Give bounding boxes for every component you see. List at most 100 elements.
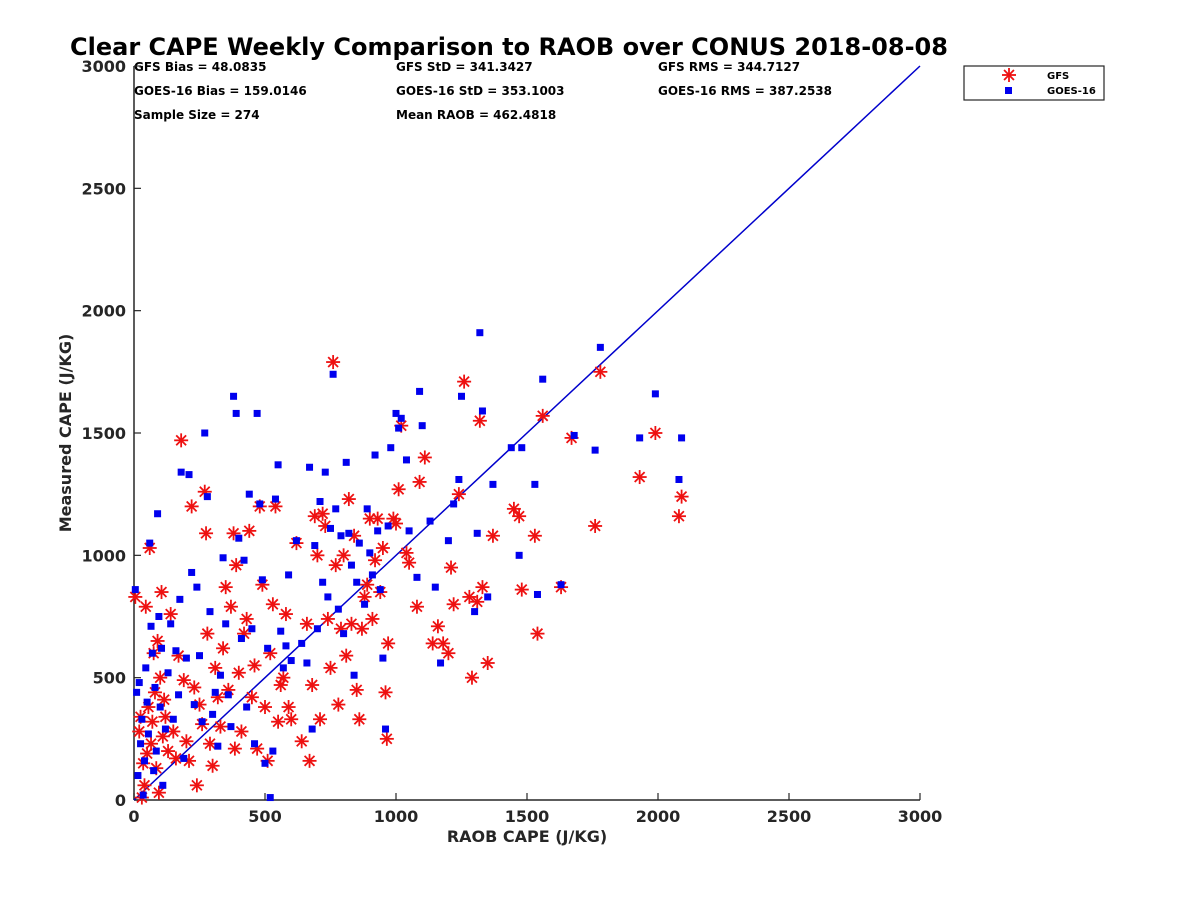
goes16-point	[340, 630, 348, 638]
x-tick-label: 1500	[505, 807, 550, 826]
stat-r2-c0: Sample Size = 274	[134, 108, 260, 122]
goes16-point	[156, 703, 164, 711]
goes16-point	[591, 446, 599, 454]
goes16-point	[313, 625, 321, 633]
gfs-point	[137, 778, 152, 793]
goes16-point	[209, 710, 217, 718]
goes16-point	[489, 480, 497, 488]
goes16-point	[175, 691, 183, 699]
goes16-point	[230, 392, 238, 400]
gfs-point	[514, 582, 529, 597]
y-axis-label: Measured CAPE (J/KG)	[56, 334, 75, 533]
goes16-point	[292, 537, 300, 545]
gfs-point	[218, 580, 233, 595]
gfs-point	[344, 616, 359, 631]
gfs-point	[157, 692, 172, 707]
gfs-point	[485, 528, 500, 543]
gfs-point	[128, 589, 143, 604]
gfs-point	[409, 599, 424, 614]
goes16-point	[379, 654, 387, 662]
goes16-point	[458, 392, 465, 400]
goes16-point	[376, 586, 384, 594]
goes16-point	[177, 468, 185, 476]
goes16-point	[266, 794, 274, 802]
goes16-point	[161, 725, 169, 733]
goes16-point	[531, 480, 539, 488]
goes16-point	[450, 500, 458, 508]
gfs-point	[187, 680, 202, 695]
gfs-point	[176, 673, 191, 688]
goes16-point	[382, 725, 390, 733]
gfs-point	[132, 724, 147, 739]
goes16-point	[198, 718, 206, 726]
goes16-point	[143, 698, 151, 706]
y-tick-label: 1000	[81, 546, 126, 565]
goes16-point	[636, 434, 644, 442]
goes16-point	[203, 493, 211, 501]
goes16-point	[285, 571, 293, 579]
goes16-point	[219, 554, 227, 562]
y-tick-label: 500	[93, 669, 126, 688]
gfs-point	[271, 714, 286, 729]
goes16-point	[416, 387, 424, 395]
gfs-point	[155, 729, 170, 744]
stat-r0-c2: GFS RMS = 344.7127	[658, 60, 800, 74]
goes16-point	[211, 688, 219, 696]
goes16-point	[471, 608, 479, 616]
gfs-point	[472, 413, 487, 428]
goes16-point	[651, 390, 659, 398]
goes16-point	[329, 370, 337, 378]
gfs-point	[370, 511, 385, 526]
goes16-point	[172, 647, 180, 655]
gfs-point	[441, 646, 456, 661]
x-tick-label: 3000	[898, 807, 943, 826]
goes16-point	[237, 635, 245, 643]
goes16-point	[148, 649, 156, 657]
gfs-point	[593, 364, 608, 379]
goes16-point	[303, 659, 311, 667]
goes16-point	[355, 539, 363, 547]
goes16-point	[478, 407, 486, 415]
goes16-point	[327, 524, 334, 532]
gfs-point	[352, 712, 367, 727]
goes16-point	[413, 573, 421, 581]
goes16-point	[361, 600, 369, 608]
gfs-point	[158, 709, 173, 724]
goes16-point	[256, 500, 264, 508]
goes16-point	[311, 542, 319, 550]
x-tick-label: 2500	[767, 807, 812, 826]
goes16-point	[138, 715, 146, 723]
goes16-point	[345, 529, 353, 537]
stat-r1-c0: GOES-16 Bias = 159.0146	[134, 84, 307, 98]
goes16-point	[384, 522, 392, 530]
y-tick-label: 1500	[81, 424, 126, 443]
gfs-point	[436, 636, 451, 651]
gfs-point	[231, 665, 246, 680]
x-tick-label: 500	[248, 807, 281, 826]
goes16-point	[324, 593, 332, 601]
goes16-point	[507, 444, 515, 452]
statistics-block: GFS Bias = 48.0835 GFS StD = 341.3427 GFS …	[134, 60, 832, 122]
gfs-point	[360, 577, 375, 592]
gfs-point	[168, 751, 183, 766]
goes16-point	[287, 657, 295, 665]
goes16-point	[147, 622, 155, 630]
goes16-point	[269, 747, 277, 755]
gfs-point	[357, 589, 372, 604]
gfs-point	[227, 741, 242, 756]
goes16-point	[248, 625, 256, 633]
goes16-point	[155, 613, 163, 620]
gfs-point	[326, 355, 341, 370]
gfs-point	[320, 611, 335, 626]
legend-gfs-marker	[1002, 68, 1016, 82]
gfs-point	[530, 626, 545, 641]
goes16-point	[277, 627, 285, 635]
gfs-point	[305, 678, 320, 693]
goes16-point	[484, 593, 492, 601]
gfs-point	[444, 560, 459, 575]
y-tick-label: 3000	[81, 57, 126, 76]
goes16-point	[350, 671, 358, 679]
one-to-one-line	[133, 65, 921, 801]
gfs-point	[258, 700, 272, 715]
legend-gfs-asterisk	[1002, 68, 1016, 82]
